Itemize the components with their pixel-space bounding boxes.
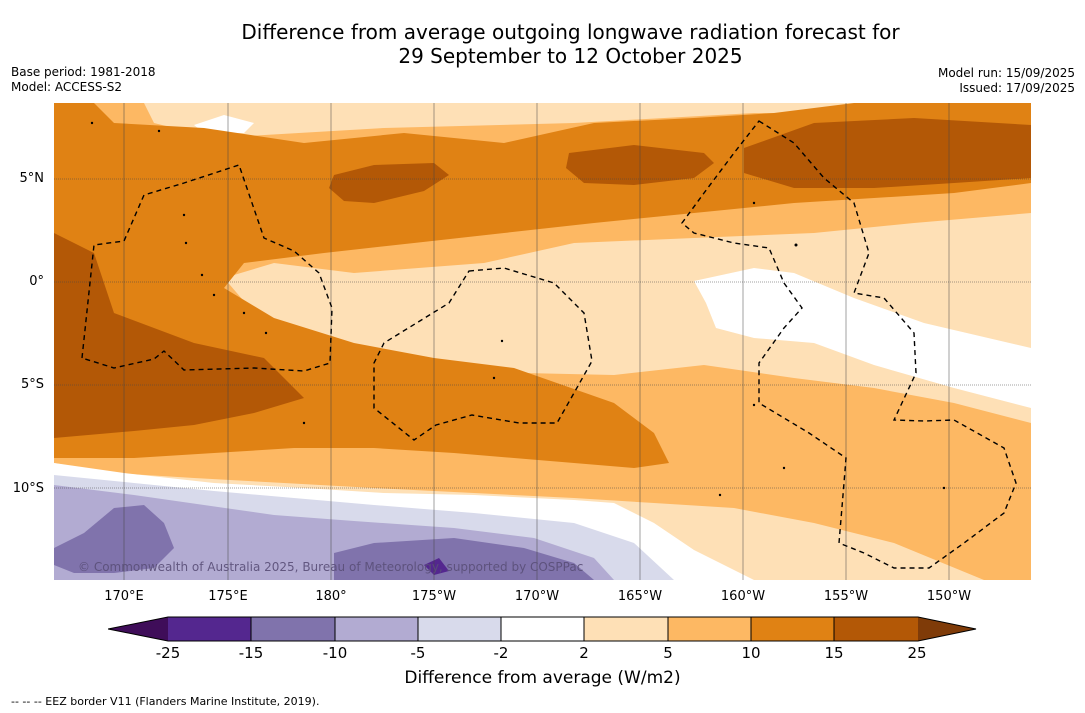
colorbar-segment-neg5-neg2 bbox=[418, 617, 501, 641]
lat-label-0: 0° bbox=[29, 274, 44, 289]
meta-right: Model run: 15/09/2025 Issued: 17/09/2025 bbox=[938, 66, 1075, 96]
colorbar-tick-25: 25 bbox=[907, 644, 927, 662]
lat-label-5n: 5°N bbox=[19, 171, 45, 186]
colorbar-segment-10-15 bbox=[751, 617, 834, 641]
lon-label-150w: 150°W bbox=[926, 589, 972, 604]
colorbar-tick-neg15: -15 bbox=[238, 644, 264, 662]
model-run: Model run: 15/09/2025 bbox=[937, 66, 1075, 80]
title-line-2: 29 September to 12 October 2025 bbox=[398, 44, 743, 68]
title-line-1: Difference from average outgoing longwav… bbox=[241, 20, 900, 44]
colorbar-tick-neg5: -5 bbox=[410, 644, 426, 662]
map-copyright: © Commonwealth of Australia 2025, Bureau… bbox=[78, 560, 583, 574]
lat-label-5s: 5°S bbox=[20, 377, 44, 392]
colorbar-tick-neg10: -10 bbox=[322, 644, 348, 662]
colorbar-segment-15-25 bbox=[834, 617, 918, 641]
colorbar-segment-neg15-neg10 bbox=[251, 617, 335, 641]
colorbar-segment-gt25 bbox=[918, 617, 976, 641]
fill-15-25-northeast-2 bbox=[744, 118, 1031, 188]
lon-label-160w: 160°W bbox=[720, 589, 766, 604]
fill-neutral-east bbox=[694, 268, 1031, 408]
lon-label-175w: 175°W bbox=[411, 589, 457, 604]
colorbar-segment-neg10-neg5 bbox=[335, 617, 418, 641]
colorbar-tick-5: 5 bbox=[663, 644, 673, 662]
fill-10-15-band bbox=[54, 103, 1031, 468]
lon-label-165w: 165°W bbox=[617, 589, 663, 604]
lon-label-170e: 170°E bbox=[104, 589, 144, 604]
fill-neg25-neg15-patch bbox=[424, 558, 449, 575]
chart-title: Difference from average outgoing longwav… bbox=[0, 20, 1085, 68]
colorbar-segment-neg2-2 bbox=[501, 617, 584, 641]
colorbar-segment-5-10 bbox=[668, 617, 751, 641]
fill-neutral-north bbox=[194, 115, 254, 133]
lat-label-10s: 10°S bbox=[12, 481, 44, 496]
meta-left: Base period: 1981-2018 Model: ACCESS-S2 bbox=[11, 65, 156, 95]
colorbar-segment-lt-neg25 bbox=[108, 617, 168, 641]
base-period: Base period: 1981-2018 bbox=[11, 65, 156, 79]
colorbar-tick-10: 10 bbox=[741, 644, 761, 662]
lon-label-155w: 155°W bbox=[823, 589, 869, 604]
colorbar-tick-neg2: -2 bbox=[493, 644, 509, 662]
colorbar-tick-2: 2 bbox=[579, 644, 589, 662]
fill-neg15-neg10-west bbox=[54, 505, 174, 573]
eez-borders bbox=[81, 120, 1017, 569]
colorbar-segment-neg25-neg15 bbox=[168, 617, 251, 641]
eez-note: -- -- -- EEZ border V11 (Flanders Marine… bbox=[11, 695, 320, 708]
colorbar-tick-15: 15 bbox=[824, 644, 844, 662]
colorbar-title: Difference from average (W/m2) bbox=[404, 668, 681, 688]
lon-label-175e: 175°E bbox=[208, 589, 248, 604]
colorbar bbox=[108, 616, 977, 642]
fill-15-25-west bbox=[54, 233, 304, 438]
colorbar-segment-2-5 bbox=[584, 617, 668, 641]
lon-label-170w: 170°W bbox=[514, 589, 560, 604]
island-dots bbox=[90, 121, 946, 497]
model-name: Model: ACCESS-S2 bbox=[11, 80, 123, 94]
map-svg: © Commonwealth of Australia 2025, Bureau… bbox=[54, 103, 1031, 580]
fill-15-25-central bbox=[329, 163, 449, 203]
olr-anomaly-map: © Commonwealth of Australia 2025, Bureau… bbox=[54, 103, 1031, 580]
fill-neg15-neg10-central bbox=[334, 538, 594, 580]
issued-date: Issued: 17/09/2025 bbox=[959, 81, 1075, 95]
longitude-gridlines bbox=[123, 103, 950, 580]
lon-label-180: 180° bbox=[315, 589, 347, 604]
latitude-gridlines bbox=[54, 178, 1031, 489]
colorbar-tick-neg25: -25 bbox=[155, 644, 181, 662]
